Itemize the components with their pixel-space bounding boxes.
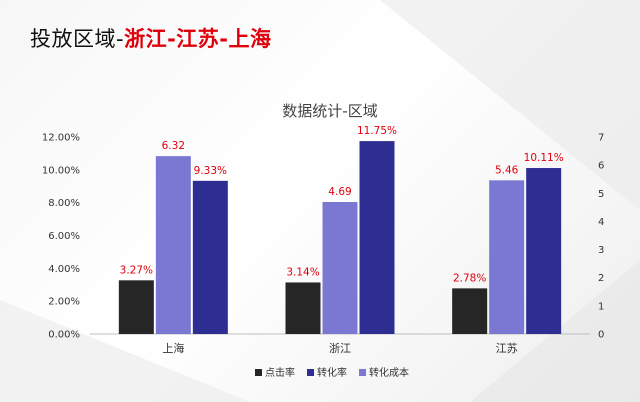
background-facet	[0, 300, 250, 402]
right-axis: 0 1 2 3 4 5 6 7	[598, 133, 604, 341]
data-label: 6.32	[162, 140, 185, 152]
left-axis-tick-label: 4.00%	[48, 264, 80, 275]
bar	[489, 180, 525, 334]
right-axis-tick-label: 4	[598, 217, 604, 228]
data-label: 9.33%	[194, 165, 227, 177]
category-label: 上海	[162, 341, 184, 355]
bar	[526, 168, 562, 334]
legend: 点击率 转化率 转化成本	[255, 366, 409, 379]
left-axis-tick-label: 6.00%	[48, 231, 80, 242]
data-labels: 3.27% 6.32 9.33% 3.14% 4.69 11.75% 2.78% 5.46 10…	[120, 125, 564, 284]
right-axis-tick-label: 5	[598, 189, 604, 200]
data-label: 3.27%	[120, 264, 153, 276]
headline-lead: 投放区域-	[30, 27, 125, 51]
left-axis-tick-label: 12.00%	[42, 133, 80, 144]
legend-label: 转化成本	[369, 366, 409, 379]
right-axis-tick-label: 1	[598, 301, 604, 312]
bar	[452, 288, 488, 334]
left-axis-tick-label: 8.00%	[48, 198, 80, 209]
headline-accent: 浙江-江苏-上海	[124, 27, 272, 51]
legend-label: 点击率	[265, 366, 295, 379]
right-axis-tick-label: 7	[598, 133, 604, 144]
bar	[118, 280, 154, 334]
legend-swatch	[255, 369, 262, 376]
right-axis-tick-label: 0	[598, 330, 604, 341]
data-label: 11.75%	[357, 125, 397, 137]
left-axis: 0.00% 2.00% 4.00% 6.00% 8.00% 10.00% 12.00%	[42, 133, 80, 341]
category-labels: 上海 浙江 江苏	[162, 341, 517, 355]
left-axis-tick-label: 10.00%	[42, 165, 80, 176]
legend-label: 转化率	[317, 366, 347, 379]
category-label: 江苏	[496, 342, 518, 355]
bar	[359, 141, 395, 334]
bar	[322, 202, 358, 334]
background-facet	[380, 0, 640, 210]
left-axis-tick-label: 0.00%	[48, 330, 80, 341]
left-axis-tick-label: 2.00%	[48, 297, 80, 308]
data-label: 10.11%	[524, 152, 564, 164]
bar	[192, 180, 228, 334]
category-label: 浙江	[329, 342, 351, 355]
bar	[155, 156, 191, 334]
data-label: 3.14%	[286, 266, 319, 278]
legend-swatch	[307, 369, 314, 376]
bars	[118, 141, 562, 334]
chart-title: 数据统计-区域	[282, 102, 377, 120]
page-headline: 投放区域-浙江-江苏-上海	[30, 26, 272, 52]
data-label: 4.69	[328, 186, 351, 198]
right-axis-tick-label: 6	[598, 161, 604, 172]
legend-swatch	[359, 369, 366, 376]
right-axis-tick-label: 3	[598, 245, 604, 256]
data-label: 5.46	[495, 164, 519, 176]
bar	[285, 282, 321, 334]
right-axis-tick-label: 2	[598, 273, 604, 284]
data-label: 2.78%	[453, 272, 486, 284]
